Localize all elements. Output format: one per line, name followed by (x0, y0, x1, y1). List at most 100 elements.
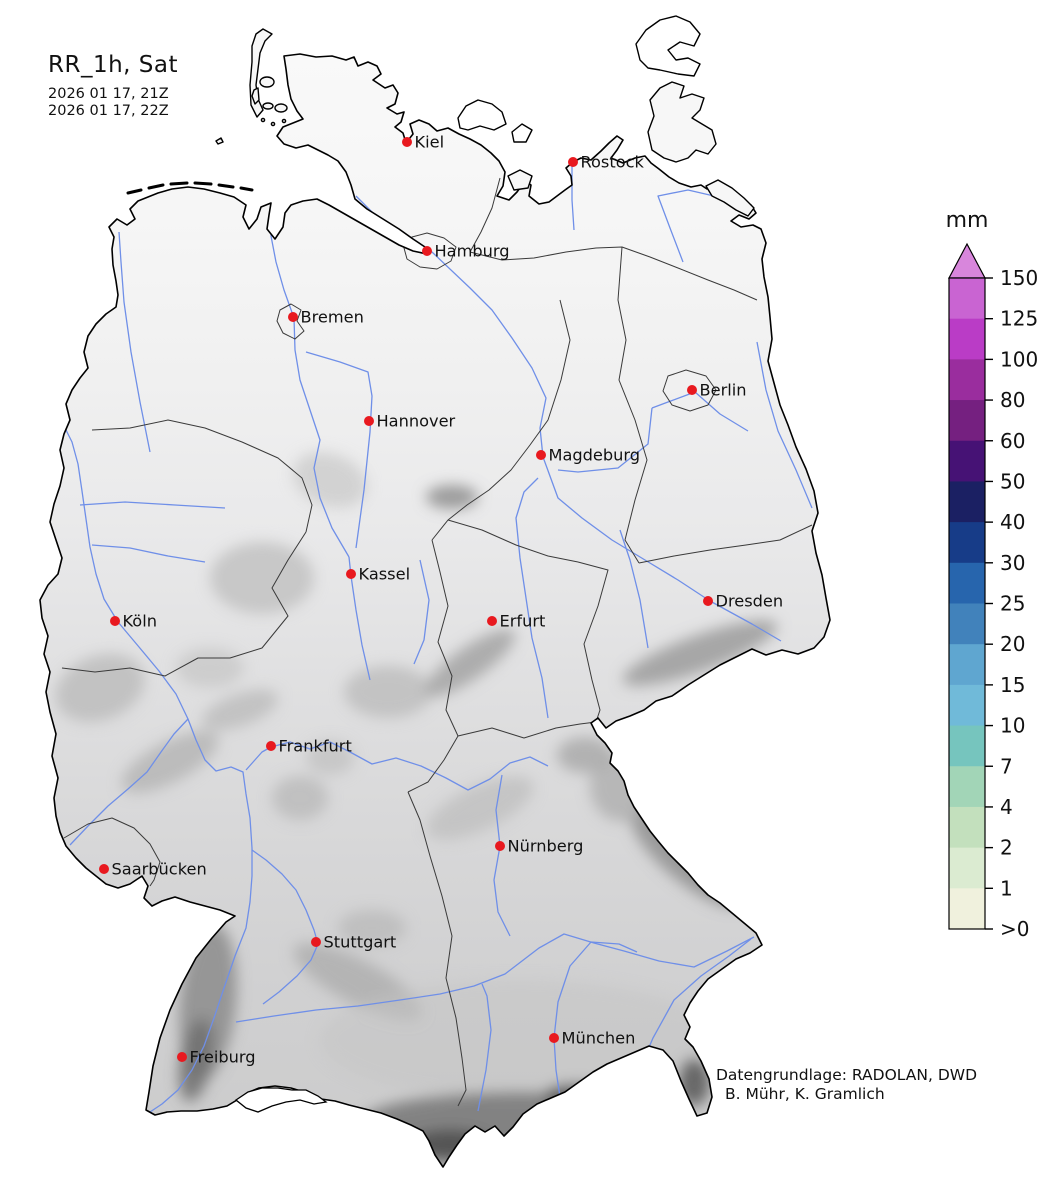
river (477, 983, 492, 1112)
state-border (61, 531, 307, 677)
city-marker-magdeburg: Magdeburg (536, 446, 640, 465)
city-marker-rostock: Rostock (568, 153, 645, 172)
colorbar-tick-label: 25 (1000, 592, 1025, 616)
city-dot (99, 864, 109, 874)
colorbar-segment (949, 318, 985, 360)
river (557, 407, 653, 473)
colorbar-segment (949, 440, 985, 482)
state-borders-layer (61, 177, 813, 1107)
river (79, 501, 226, 509)
city-label: Rostock (581, 153, 645, 172)
colorbar-segment (949, 766, 985, 808)
city-dot (422, 246, 432, 256)
city-dot (346, 569, 356, 579)
city-label: Köln (123, 612, 157, 631)
city-dot (487, 616, 497, 626)
east-frisian-islands (126, 181, 254, 195)
colorbar-tick-label: 100 (1000, 347, 1038, 371)
city-dot (703, 596, 713, 606)
city-dot (568, 157, 578, 167)
city-label: Freiburg (190, 1048, 256, 1067)
island-amrum (251, 87, 260, 105)
river (493, 774, 511, 937)
state-border (91, 419, 313, 533)
island-hallig (270, 121, 276, 127)
hamburg-city-boundary (403, 232, 457, 270)
city-label: Kiel (415, 133, 445, 152)
city-marker-frankfurt: Frankfurt (266, 737, 352, 756)
colorbar-segment (949, 278, 985, 320)
colorbar-segment (949, 522, 985, 564)
city-label: Magdeburg (549, 446, 641, 465)
state-border (457, 721, 597, 739)
city-label: München (562, 1029, 636, 1048)
colorbar-tick-label: 15 (1000, 673, 1025, 697)
colorbar-segment (949, 400, 985, 442)
state-border (431, 539, 459, 737)
colorbar-segment (949, 888, 985, 930)
city-dot (549, 1033, 559, 1043)
end-time: 2026 01 17, 22Z (48, 103, 169, 120)
rivers-layer (65, 166, 813, 1122)
river (515, 477, 549, 719)
city-label: Berlin (700, 381, 747, 400)
colorbar-tick-label: 80 (1000, 388, 1025, 412)
city-label: Saarbücken (112, 860, 207, 879)
germany-outline (39, 53, 831, 1168)
city-marker-köln: Köln (110, 612, 157, 631)
river (756, 341, 813, 509)
colorbar-segment (949, 359, 985, 401)
city-marker-stuttgart: Stuttgart (311, 933, 396, 952)
city-dot (177, 1052, 187, 1062)
colorbar-segment (949, 684, 985, 727)
colorbar-tick-label: 125 (1000, 307, 1038, 331)
river (553, 941, 638, 1105)
state-border (638, 524, 813, 564)
river (305, 351, 373, 549)
colorbar-unit-label: mm (946, 208, 989, 233)
state-border (63, 817, 161, 887)
author-credit: B. Mühr, K. Gramlich (725, 1084, 885, 1103)
river (413, 559, 430, 665)
colorbar-tick-label: 7 (1000, 754, 1013, 778)
city-label: Hannover (377, 412, 456, 431)
city-marker-dresden: Dresden (703, 592, 783, 611)
colorbar-tick-label: 10 (1000, 714, 1025, 738)
state-border (407, 735, 459, 793)
state-border (447, 519, 579, 563)
city-label: Kassel (359, 565, 411, 584)
city-label: Erfurt (500, 612, 546, 631)
colorbar-tick-label: 1 (1000, 876, 1013, 900)
city-marker-münchen: München (549, 1029, 635, 1048)
island-ruegen (647, 81, 717, 163)
island-foehr (259, 76, 275, 88)
colorbar-tick-label: 60 (1000, 429, 1025, 453)
city-label: Frankfurt (279, 737, 352, 756)
river (251, 849, 319, 1005)
colorbar-segment (949, 603, 985, 645)
city-label: Nürnberg (508, 837, 584, 856)
city-dot (536, 450, 546, 460)
attribution: Datengrundlage: RADOLAN, DWD B. Mühr, K.… (716, 1066, 977, 1104)
berlin-city-boundary (662, 369, 717, 412)
city-dot (266, 741, 276, 751)
cities-layer: Kiel Rostock Hamburg Bremen Berlin Hannover Ma… (99, 133, 783, 1067)
state-border (577, 561, 609, 723)
city-label: Bremen (301, 308, 364, 327)
city-label: Hamburg (435, 242, 510, 261)
city-dot (364, 416, 374, 426)
city-dot (687, 385, 697, 395)
river (91, 544, 206, 563)
river (118, 231, 151, 453)
colorbar-segment (949, 847, 985, 889)
city-label: Dresden (716, 592, 784, 611)
island-pellworm (262, 102, 274, 110)
river (245, 741, 549, 791)
figure-title: RR_1h, Sat (48, 52, 179, 78)
island-hallig (260, 117, 266, 123)
river (235, 933, 755, 1023)
colorbar-tick-label: >0 (1000, 917, 1029, 941)
city-dot (110, 616, 120, 626)
island-fehmarn (507, 169, 533, 191)
